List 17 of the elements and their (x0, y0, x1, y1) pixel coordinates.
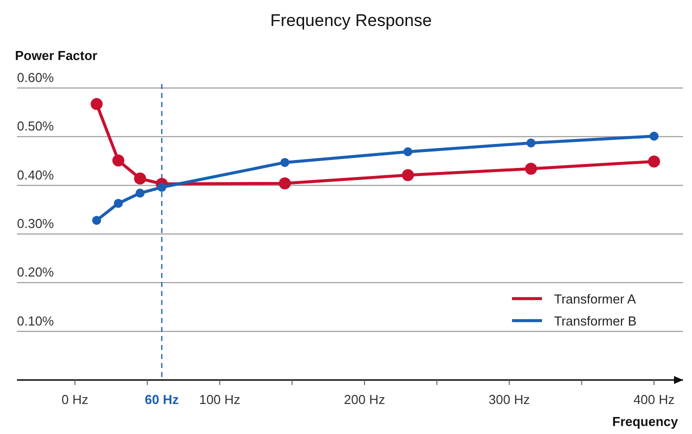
y-axis-title: Power Factor (15, 48, 98, 63)
chart-title: Frequency Response (270, 11, 432, 30)
y-tick-label: 0.30% (17, 216, 54, 231)
y-tick-label: 0.40% (17, 167, 54, 182)
legend-label: Transformer A (554, 292, 636, 307)
x-tick-label: 300 Hz (488, 392, 530, 407)
y-tick-label: 0.20% (17, 264, 54, 280)
x-tick-label: 100 Hz (199, 392, 240, 407)
x-tick-label: 200 Hz (344, 392, 386, 407)
x-axis-title: Frequency (612, 414, 679, 429)
ref-line-label: 60 Hz (144, 392, 180, 407)
y-tick-label: 0.60% (17, 70, 54, 85)
legend-label: Transformer B (554, 314, 637, 329)
y-tick-label: 0.50% (17, 118, 54, 134)
x-tick-label: 0 Hz (62, 392, 88, 407)
y-tick-label: 0.10% (17, 313, 54, 328)
x-tick-label: 400 Hz (633, 392, 675, 407)
